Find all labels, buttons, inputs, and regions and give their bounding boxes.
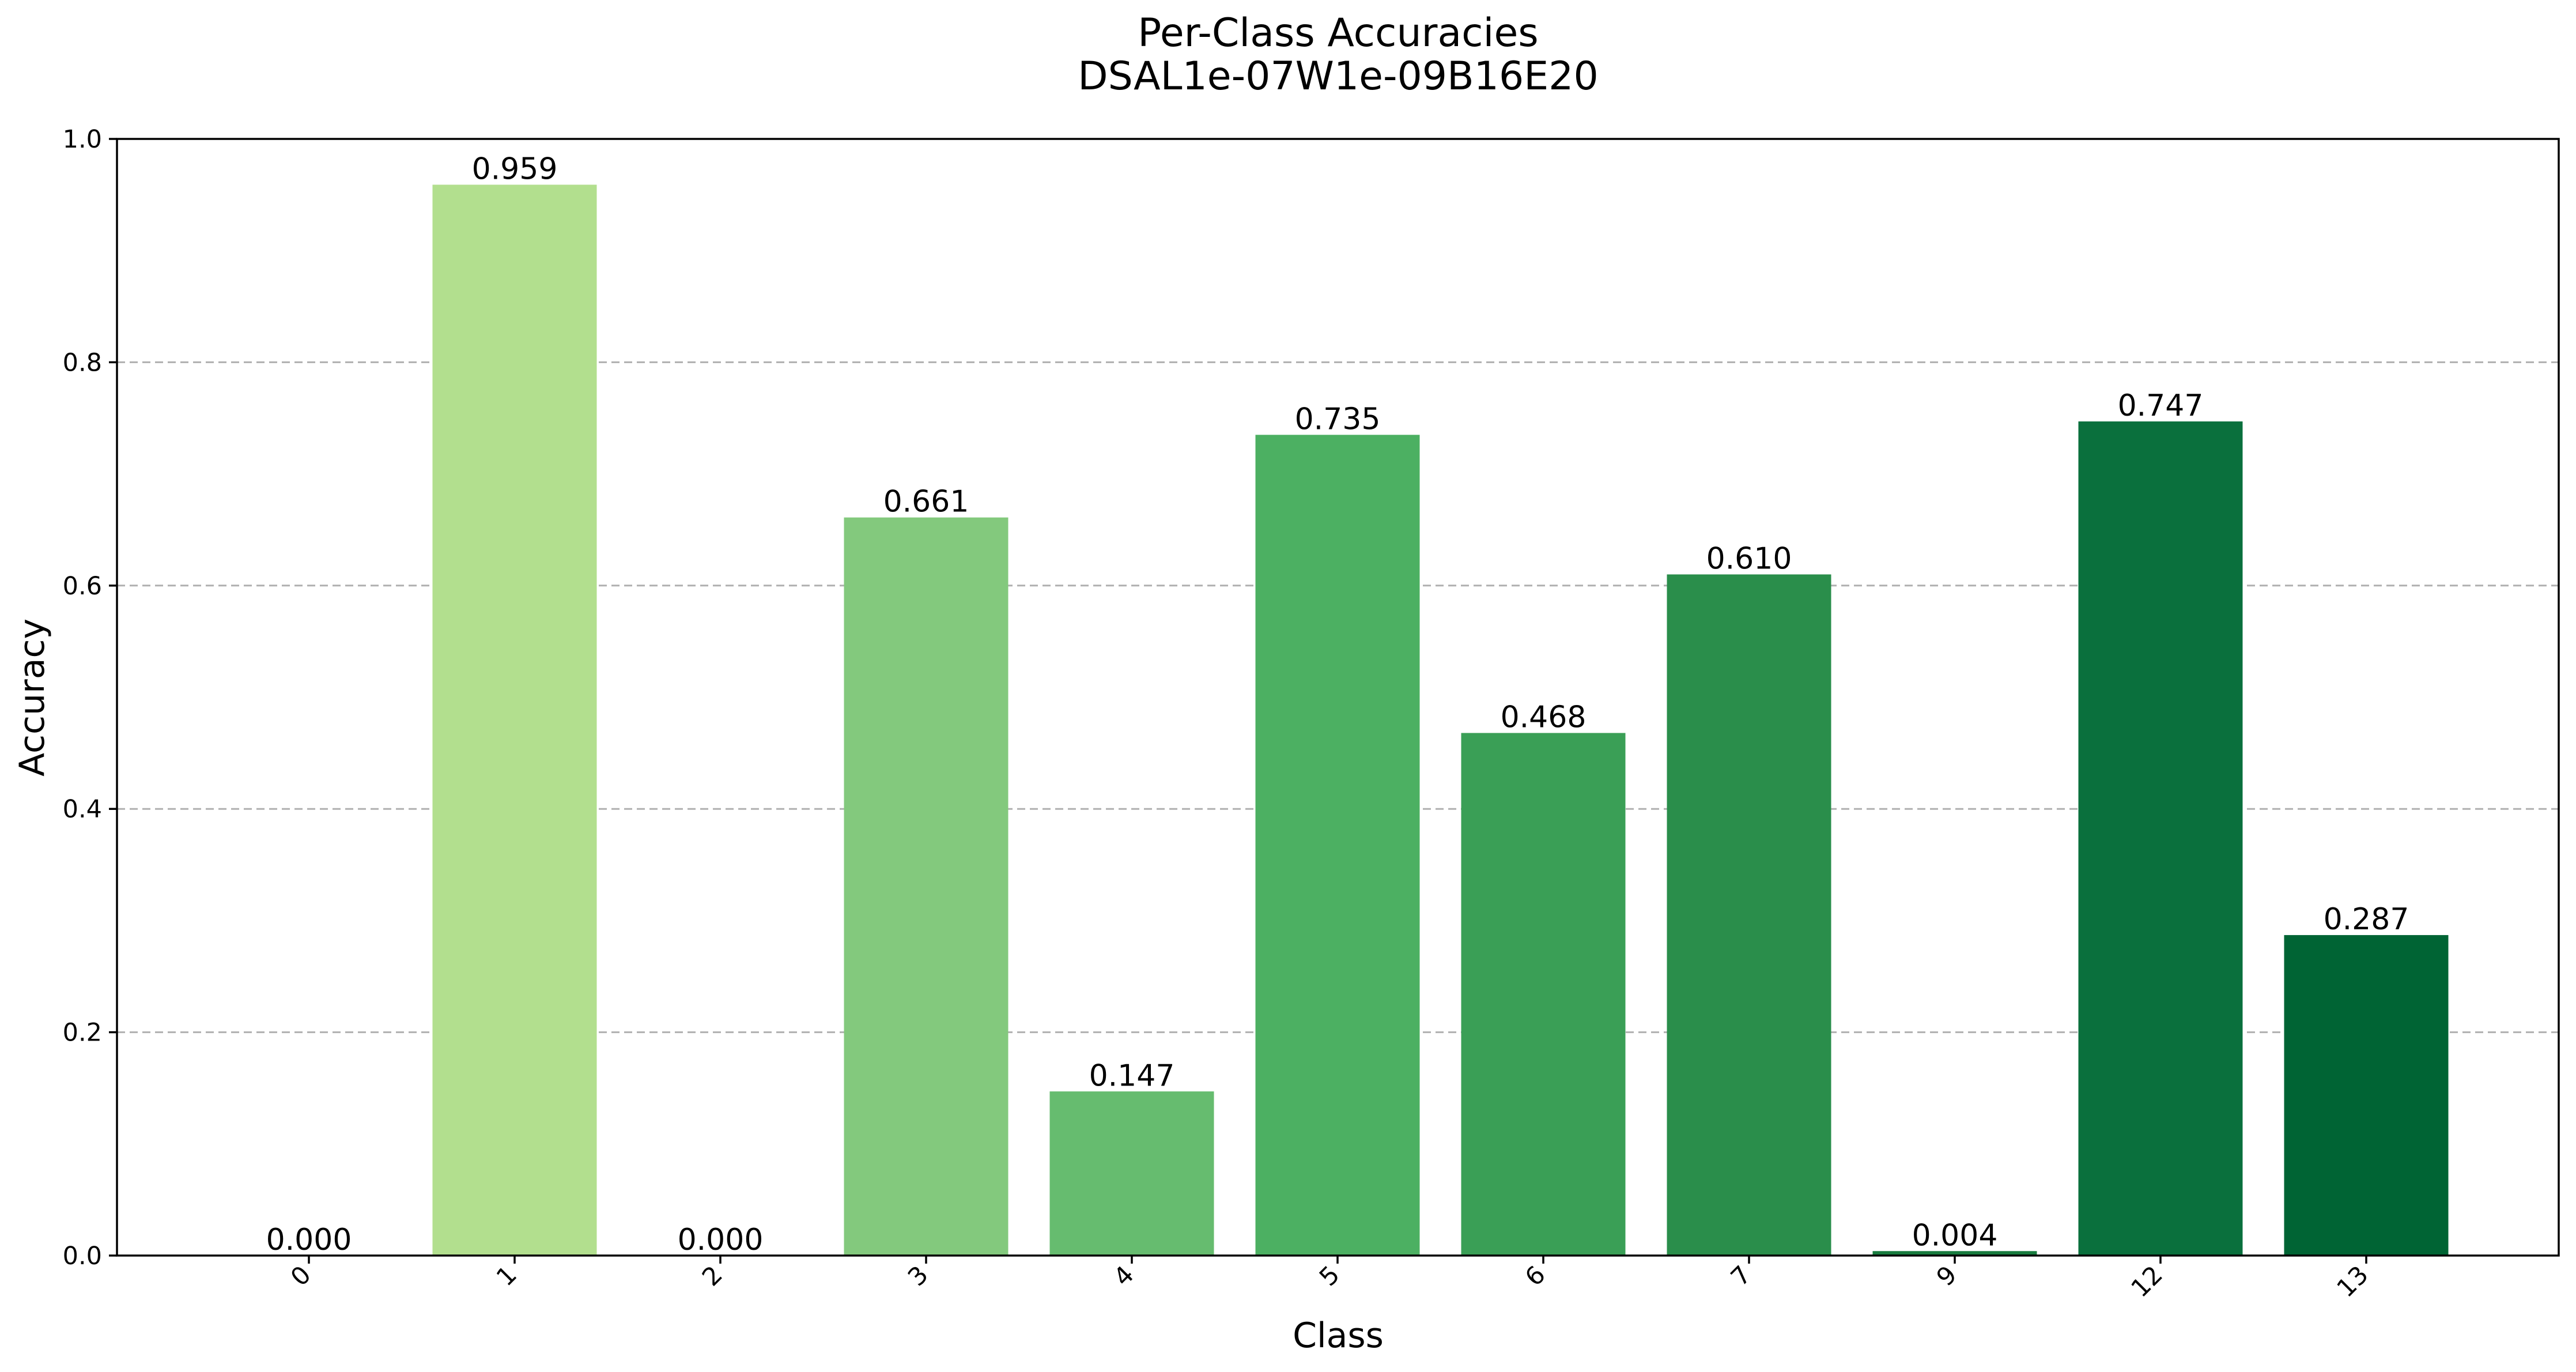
y-axis-ticks: 0.0 0.2 0.4 0.6 0.8 1.0 <box>63 125 117 1271</box>
value-label-class-1: 0.959 <box>472 152 558 186</box>
y-tick-label: 0.0 <box>63 1242 102 1271</box>
value-label-class-3: 0.661 <box>883 485 969 519</box>
value-label-class-5: 0.735 <box>1295 402 1381 436</box>
value-labels: 0.000 0.959 0.000 0.661 0.147 0.735 0.468 0.610… <box>266 152 2409 1257</box>
bar-class-3 <box>844 517 1009 1256</box>
value-label-class-4: 0.147 <box>1089 1058 1175 1093</box>
y-tick-label: 0.6 <box>63 572 102 601</box>
value-label-class-12: 0.747 <box>2118 389 2204 423</box>
x-axis-label: Class <box>1293 1316 1384 1356</box>
bar-class-4 <box>1049 1091 1214 1256</box>
bar-class-13 <box>2284 935 2449 1256</box>
value-label-class-13: 0.287 <box>2324 902 2409 937</box>
bar-class-7 <box>1667 574 1831 1256</box>
y-tick-label: 0.4 <box>63 795 102 824</box>
chart-title: Per-Class Accuracies <box>1138 10 1538 56</box>
bar-class-1 <box>432 184 597 1256</box>
bar-class-12 <box>2078 421 2243 1256</box>
y-tick-label: 0.2 <box>63 1019 102 1047</box>
value-label-class-0: 0.000 <box>266 1223 352 1257</box>
value-label-class-7: 0.610 <box>1706 541 1792 576</box>
bar-class-6 <box>1461 733 1626 1256</box>
value-label-class-9: 0.004 <box>1912 1218 1998 1253</box>
y-axis-label: Accuracy <box>12 619 52 777</box>
y-tick-label: 1.0 <box>63 125 102 154</box>
bars <box>432 184 2449 1256</box>
y-tick-label: 0.8 <box>63 348 102 377</box>
bar-class-5 <box>1255 435 1420 1256</box>
value-label-class-6: 0.468 <box>1501 700 1587 734</box>
bar-class-9 <box>1872 1251 2037 1256</box>
chart-subtitle: DSAL1e-07W1e-09B16E20 <box>1078 54 1598 99</box>
value-label-class-2: 0.000 <box>678 1223 764 1257</box>
